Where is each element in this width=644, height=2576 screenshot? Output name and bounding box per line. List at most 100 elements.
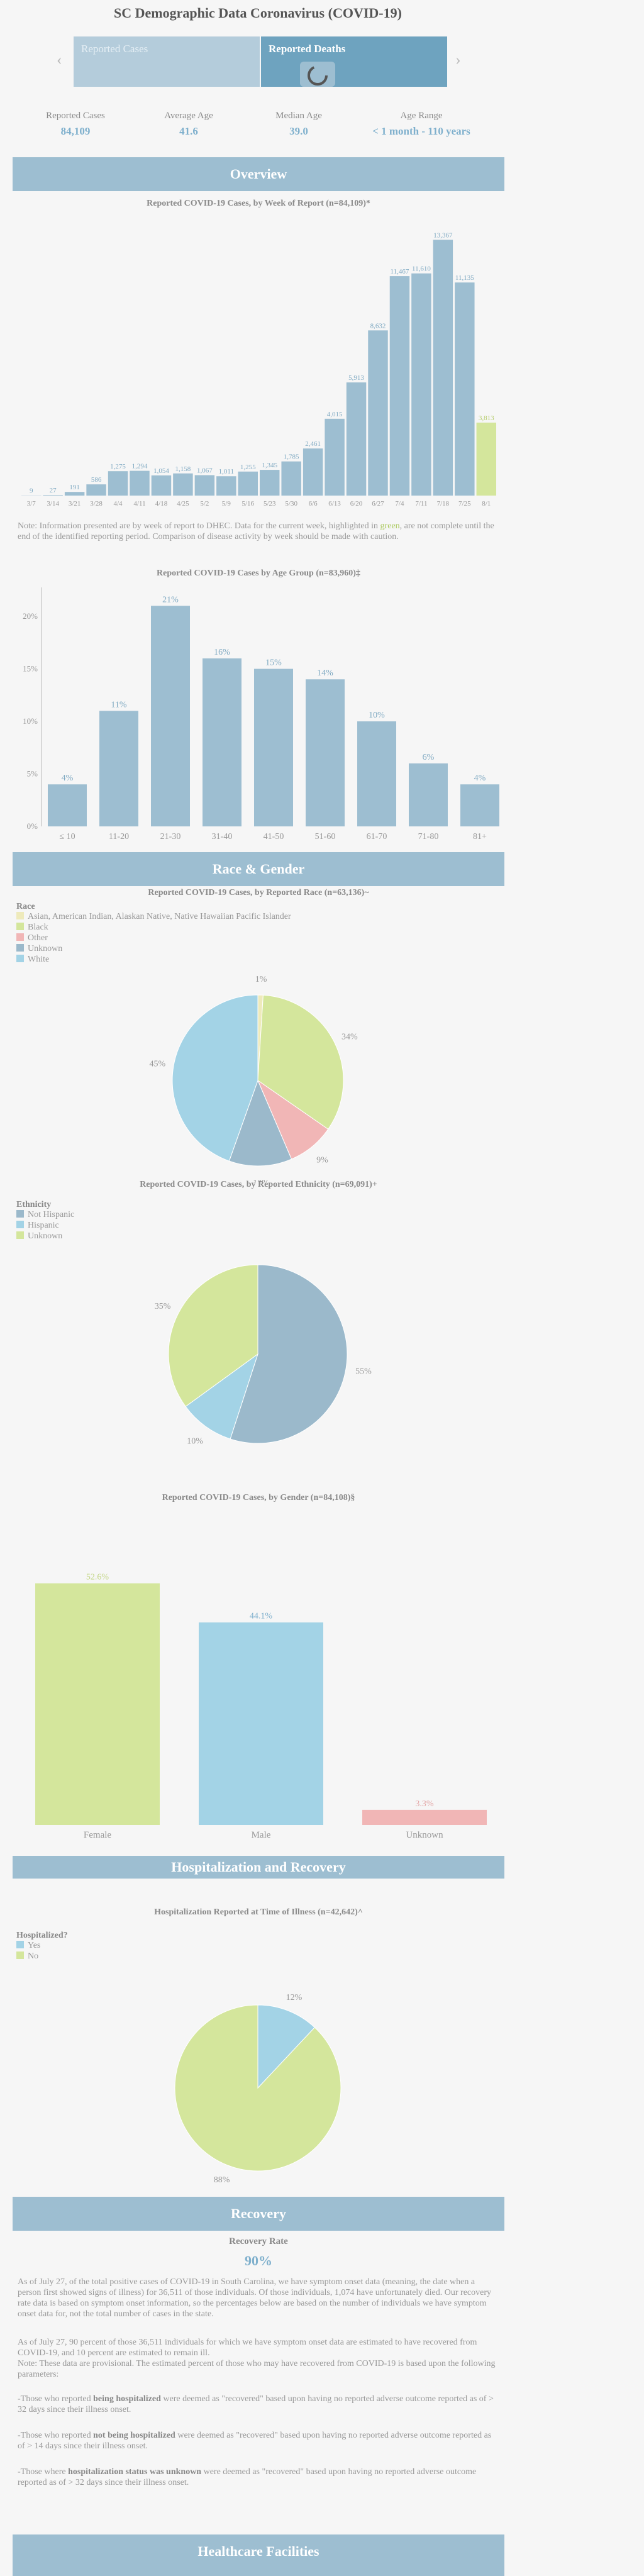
- bar: [203, 658, 242, 826]
- pie-slice-label: 10%: [187, 1437, 203, 1446]
- bar-value-label: 1,054: [153, 467, 169, 475]
- legend-label: Black: [28, 923, 48, 932]
- x-tick-label: 3/7: [27, 500, 36, 508]
- x-tick-label: 5/23: [264, 500, 276, 508]
- x-tick-label: 5/16: [242, 500, 254, 508]
- bar: [108, 471, 128, 496]
- week-note-text-end: , are not complete until the end of the …: [18, 521, 494, 541]
- bar: [409, 763, 448, 826]
- legend-item: Asian, American Indian, Alaskan Native, …: [16, 912, 291, 923]
- legend-swatch: [16, 933, 24, 941]
- pie-slice-label: 55%: [355, 1367, 372, 1377]
- legend-swatch: [16, 912, 24, 919]
- bar-value-label: 5,913: [348, 374, 364, 382]
- pie-slice-label: 12%: [253, 1179, 269, 1182]
- legend-swatch: [16, 1941, 24, 1948]
- pie-slice: [168, 1264, 258, 1407]
- pie-slice-label: 9%: [316, 1156, 328, 1165]
- legend-item: Not Hispanic: [16, 1210, 74, 1221]
- carousel-slide-reported-cases[interactable]: Reported Cases: [74, 36, 260, 87]
- bullet-bold: being hospitalized: [93, 2394, 161, 2404]
- bullet-text: -Those who reported: [18, 2431, 94, 2440]
- pie-slice: [174, 2004, 341, 2172]
- bar: [199, 1622, 323, 1825]
- chart-title-cases-by-week: Reported COVID-19 Cases, by Week of Repo…: [147, 199, 370, 208]
- bar-value-label: 2,461: [305, 440, 321, 448]
- loading-spinner-icon: [300, 62, 335, 87]
- legend-item: Black: [16, 923, 291, 933]
- x-tick-label: 21-30: [160, 832, 181, 841]
- bar: [362, 1809, 487, 1825]
- x-tick-label: 8/1: [482, 500, 491, 508]
- bar-value-label: 1,158: [175, 465, 191, 473]
- legend-race: Race Asian, American Indian, Alaskan Nat…: [16, 902, 291, 965]
- legend-label: Not Hispanic: [28, 1210, 75, 1219]
- pie-slice: [185, 1353, 258, 1440]
- bullet-text: -Those where: [18, 2467, 69, 2477]
- x-tick-label: 6/27: [372, 500, 384, 508]
- bar: [238, 471, 258, 496]
- bar: [346, 382, 367, 496]
- bar: [130, 470, 150, 496]
- week-note-green: green: [380, 521, 400, 531]
- chart-cases-by-week: 9 3/7 27 3/14 191 3/21 586 3/28 1,275 4/4 1,294 4/1…: [21, 231, 496, 508]
- x-tick-label: 81+: [473, 832, 487, 841]
- bar-value-label: 3,813: [479, 414, 494, 422]
- stat-value: 84,109: [60, 125, 91, 137]
- chart-title-cases-by-gender: Reported COVID-19 Cases, by Gender (n=84…: [162, 1493, 355, 1502]
- bar-value-label: 16%: [214, 648, 230, 657]
- x-tick-label: 6/20: [350, 500, 363, 508]
- x-tick-label: 4/4: [114, 500, 123, 508]
- legend-title: Hospitalized?: [16, 1931, 68, 1940]
- pie-slice: [257, 994, 344, 1130]
- pie-slice: [257, 2004, 316, 2089]
- legend-swatch: [16, 923, 24, 930]
- legend-title: Race: [16, 902, 35, 911]
- x-tick-label: 6/13: [328, 500, 341, 508]
- x-tick-label: 3/14: [47, 500, 59, 508]
- bullet-bold: hospitalization status was unknown: [68, 2467, 202, 2477]
- bar: [455, 282, 475, 496]
- y-tick-label: 5%: [27, 769, 38, 779]
- legend-item: Unknown: [16, 944, 291, 955]
- stat-reported-cases: Reported Cases 84,109: [19, 111, 132, 138]
- bar: [357, 721, 396, 826]
- legend-label: Other: [28, 933, 48, 943]
- carousel-prev-arrow-icon[interactable]: ‹: [57, 50, 62, 69]
- bar: [460, 784, 499, 826]
- stat-median-age: Median Age 39.0: [242, 111, 355, 138]
- bar: [260, 470, 280, 496]
- section-header-hospitalization: Hospitalization and Recovery: [13, 1856, 504, 1879]
- carousel-slide-label: Reported Deaths: [269, 43, 346, 55]
- x-tick-label: 41-50: [264, 832, 284, 841]
- pie-slice-label: 45%: [150, 1059, 166, 1069]
- bar-value-label: 1,294: [132, 463, 148, 470]
- stat-age-range: Age Range < 1 month - 110 years: [365, 111, 478, 138]
- bar-value-label: 11,610: [412, 265, 431, 273]
- bar-value-label: 6%: [423, 753, 435, 762]
- bullet-text: were deemed as "recovered" based upon ha…: [18, 2394, 494, 2414]
- legend-swatch: [16, 955, 24, 962]
- x-tick-label: 4/18: [155, 500, 168, 508]
- stat-value: 39.0: [289, 125, 308, 137]
- bar: [476, 422, 496, 496]
- carousel-next-arrow-icon[interactable]: ›: [455, 50, 461, 69]
- section-header-recovery: Recovery: [13, 2197, 504, 2231]
- legend-label: No: [28, 1951, 39, 1961]
- bar-value-label: 9: [30, 487, 33, 495]
- bar: [216, 476, 236, 496]
- bullet-text: -Those who reported: [18, 2394, 94, 2404]
- legend-swatch: [16, 944, 24, 952]
- chart-hospitalization: 12% 88%: [174, 1994, 341, 2182]
- legend-label: Unknown: [28, 1231, 63, 1241]
- carousel-slide-reported-deaths[interactable]: Reported Deaths: [261, 36, 447, 87]
- week-note-text: Note: Information presented are by week …: [18, 521, 380, 531]
- x-tick-label: 7/25: [458, 500, 471, 508]
- pie-slice-label: 1%: [255, 975, 267, 984]
- pie-slice: [230, 1264, 348, 1444]
- bar: [389, 276, 410, 496]
- bar-value-label: 1,067: [197, 467, 213, 475]
- x-tick-label: 5/2: [200, 500, 209, 508]
- stat-label: Median Age: [275, 111, 322, 121]
- x-tick-label: 51-60: [315, 832, 336, 841]
